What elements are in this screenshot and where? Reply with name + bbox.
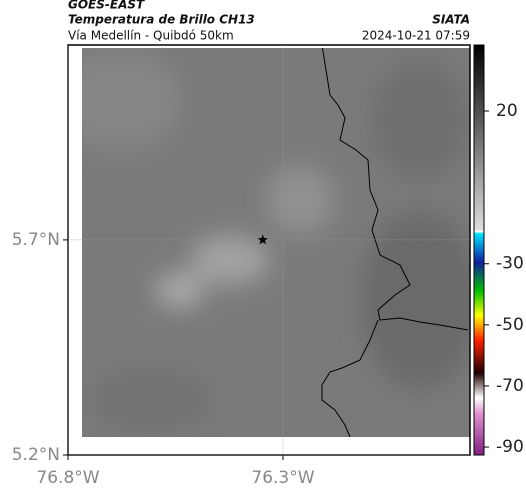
colorbar-tick-label: 20 xyxy=(496,101,518,121)
y-tick-label: 5.7°N xyxy=(12,230,60,250)
caption-right: 2024-10-21 07:59 xyxy=(362,29,470,43)
colorbar xyxy=(473,44,485,456)
location-marker xyxy=(257,234,268,245)
colorbar-tick-label: -50 xyxy=(496,315,524,335)
y-tick-label: 5.2°N xyxy=(12,445,60,465)
colorbar-tick-label: -70 xyxy=(496,376,524,396)
colorbar-tick-label: -90 xyxy=(496,437,524,457)
title: GOES-EAST xyxy=(68,0,145,12)
colorbar-tick-label: -30 xyxy=(496,254,524,274)
caption-left: Vía Medellín - Quibdó 50km xyxy=(68,29,234,43)
x-tick-label: 76.8°W xyxy=(36,468,99,488)
caption-right-title: SIATA xyxy=(432,13,470,27)
satellite-image xyxy=(82,48,470,437)
subtitle: Temperatura de Brillo CH13 xyxy=(68,13,255,27)
x-tick-label: 76.3°W xyxy=(251,468,314,488)
